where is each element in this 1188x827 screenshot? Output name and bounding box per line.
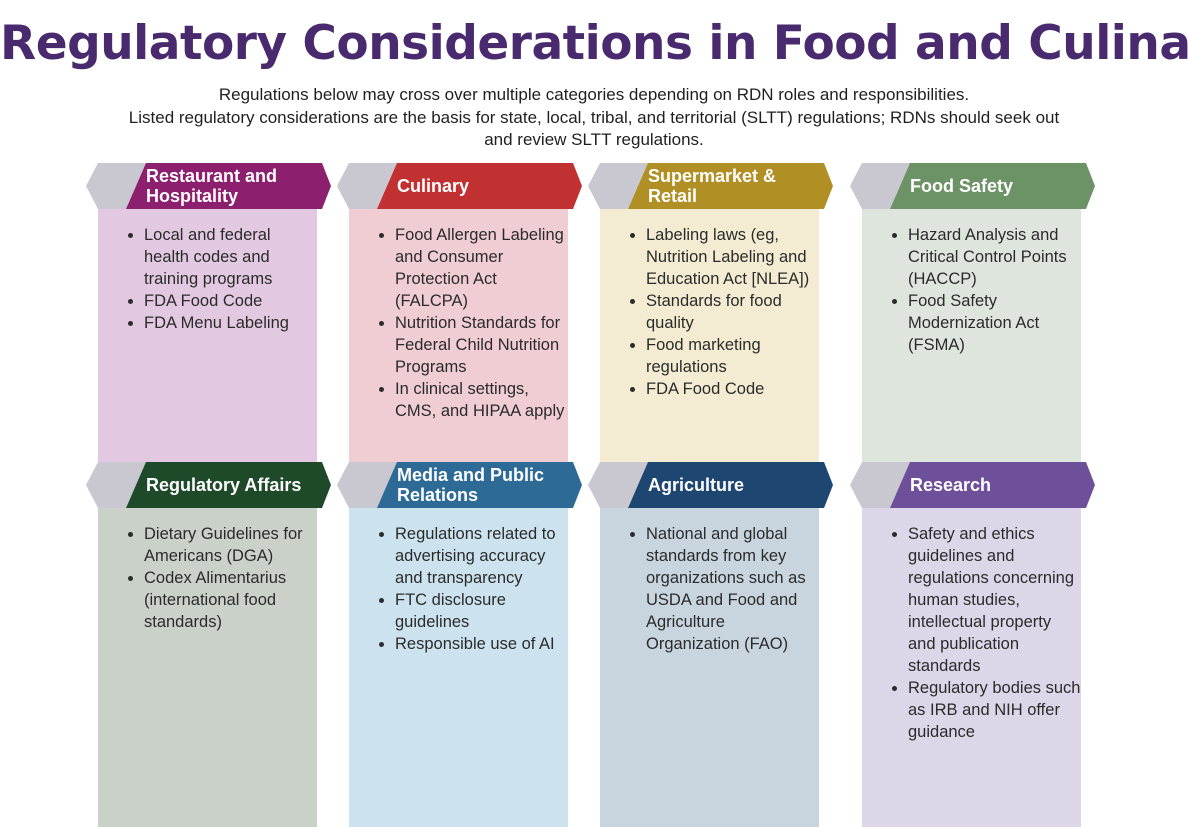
category-list: National and global standards from key o…: [600, 507, 819, 655]
list-item: Food marketing regulations: [646, 334, 819, 378]
list-item: Dietary Guidelines for Americans (DGA): [144, 523, 317, 567]
category-card: Dietary Guidelines for Americans (DGA)Co…: [86, 462, 336, 827]
list-item: Codex Alimentarius (international food s…: [144, 567, 317, 633]
tab-color-arrow: [126, 462, 331, 508]
category-list: Hazard Analysis and Critical Control Poi…: [862, 208, 1081, 356]
tab-shape: [86, 163, 331, 209]
category-card: Safety and ethics guidelines and regulat…: [850, 462, 1100, 827]
category-card: Food Allergen Labeling and Consumer Prot…: [337, 163, 587, 494]
list-item: FTC disclosure guidelines: [395, 589, 568, 633]
subtitle-line: Regulations below may cross over multipl…: [218, 85, 970, 104]
category-list: Labeling laws (eg, Nutrition Labeling an…: [600, 208, 819, 400]
category-tab: Culinary: [337, 163, 587, 209]
list-item: FDA Food Code: [144, 290, 317, 312]
category-title: Agriculture: [648, 475, 745, 495]
category-list: Local and federal health codes and train…: [98, 208, 317, 334]
category-card: Hazard Analysis and Critical Control Poi…: [850, 163, 1100, 494]
tab-color-arrow: [377, 462, 582, 508]
category-body: Labeling laws (eg, Nutrition Labeling an…: [600, 208, 819, 494]
tab-shape: [86, 462, 331, 508]
tab-shape: [588, 163, 833, 209]
category-card: National and global standards from key o…: [588, 462, 838, 827]
category-body: Dietary Guidelines for Americans (DGA)Co…: [98, 507, 317, 827]
category-list: Regulations related to advertising accur…: [349, 507, 568, 655]
page-title: Regulatory Considerations in Food and Cu…: [0, 16, 1188, 71]
category-tab: Supermarket & Retail: [588, 163, 838, 209]
list-item: Hazard Analysis and Critical Control Poi…: [908, 224, 1081, 290]
subtitle: Regulations below may cross over multipl…: [80, 84, 1108, 152]
list-item: National and global standards from key o…: [646, 523, 819, 655]
list-item: Local and federal health codes and train…: [144, 224, 317, 290]
category-tab: Research: [850, 462, 1100, 508]
tab-shape: [850, 462, 1095, 508]
category-tab: Agriculture: [588, 462, 838, 508]
tab-color-arrow: [126, 163, 331, 209]
tab-shape: [588, 462, 833, 508]
tab-color-arrow: [628, 462, 833, 508]
category-body: Local and federal health codes and train…: [98, 208, 317, 494]
category-tab: Regulatory Affairs: [86, 462, 336, 508]
category-tab: Food Safety: [850, 163, 1100, 209]
list-item: FDA Menu Labeling: [144, 312, 317, 334]
category-list: Food Allergen Labeling and Consumer Prot…: [349, 208, 568, 422]
category-tab: Media and Public Relations: [337, 462, 587, 508]
category-title: Culinary: [397, 176, 470, 196]
category-title: Food Safety: [910, 176, 1014, 196]
list-item: Food Allergen Labeling and Consumer Prot…: [395, 224, 568, 312]
category-title: Regulatory Affairs: [146, 475, 302, 495]
category-card: Labeling laws (eg, Nutrition Labeling an…: [588, 163, 838, 494]
tab-shape: [337, 163, 582, 209]
list-item: Food Safety Modernization Act (FSMA): [908, 290, 1081, 356]
list-item: Standards for food quality: [646, 290, 819, 334]
subtitle-line: and review SLTT regulations.: [484, 130, 704, 149]
tab-color-arrow: [628, 163, 833, 209]
list-item: In clinical settings, CMS, and HIPAA app…: [395, 378, 568, 422]
tab-shape: [850, 163, 1095, 209]
tab-shape: [337, 462, 582, 508]
list-item: FDA Food Code: [646, 378, 819, 400]
category-card: Regulations related to advertising accur…: [337, 462, 587, 827]
category-body: Hazard Analysis and Critical Control Poi…: [862, 208, 1081, 494]
list-item: Regulations related to advertising accur…: [395, 523, 568, 589]
category-body: Regulations related to advertising accur…: [349, 507, 568, 827]
category-list: Safety and ethics guidelines and regulat…: [862, 507, 1081, 743]
list-item: Labeling laws (eg, Nutrition Labeling an…: [646, 224, 819, 290]
tab-color-arrow: [890, 163, 1095, 209]
category-tab: Restaurant and Hospitality: [86, 163, 336, 209]
list-item: Responsible use of AI: [395, 633, 568, 655]
category-card: Local and federal health codes and train…: [86, 163, 336, 494]
category-body: Safety and ethics guidelines and regulat…: [862, 507, 1081, 827]
tab-color-arrow: [377, 163, 582, 209]
category-title: Research: [910, 475, 992, 495]
category-body: National and global standards from key o…: [600, 507, 819, 827]
category-title: Restaurant and Hospitality: [146, 166, 278, 206]
category-title: Supermarket & Retail: [648, 166, 777, 206]
category-title: Media and Public Relations: [397, 465, 545, 505]
list-item: Nutrition Standards for Federal Child Nu…: [395, 312, 568, 378]
category-body: Food Allergen Labeling and Consumer Prot…: [349, 208, 568, 494]
category-list: Dietary Guidelines for Americans (DGA)Co…: [98, 507, 317, 633]
subtitle-line: Listed regulatory considerations are the…: [128, 107, 1060, 127]
tab-color-arrow: [890, 462, 1095, 508]
list-item: Regulatory bodies such as IRB and NIH of…: [908, 677, 1081, 743]
list-item: Safety and ethics guidelines and regulat…: [908, 523, 1081, 677]
